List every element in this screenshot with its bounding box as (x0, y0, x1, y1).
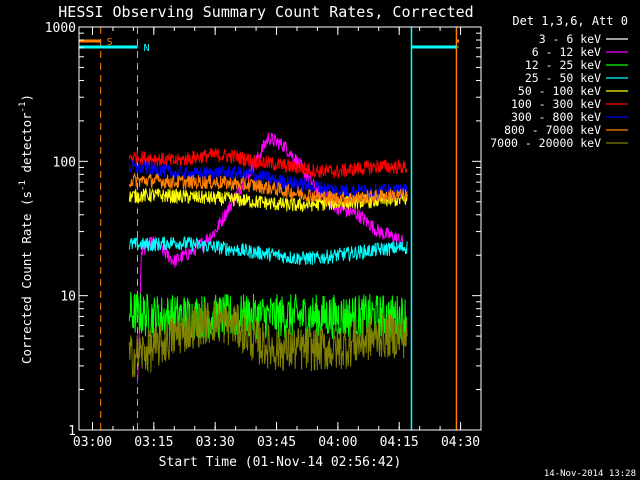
y-tick-label: 100 (53, 155, 76, 170)
chart-title: HESSI Observing Summary Count Rates, Cor… (58, 3, 473, 21)
y-axis-label: Corrected Count Rate (s-1 detector-1) (18, 94, 34, 364)
x-tick-label: 04:30 (441, 435, 480, 450)
legend-label-1: 3 - 6 keV (539, 32, 601, 46)
series-line-2 (137, 132, 404, 384)
y-axis-label-sup1: -1 (18, 180, 28, 191)
legend-label-6: 100 - 300 keV (511, 97, 601, 111)
series-line-9 (128, 301, 408, 378)
plot-frame (78, 26, 482, 431)
y-axis-label-mid: detector (19, 112, 34, 180)
y-axis-label-main: Corrected Count Rate (s (19, 191, 34, 364)
y-axis-label-end: ) (19, 94, 34, 102)
x-tick-label: 03:00 (73, 435, 112, 450)
y-tick-label: 1000 (45, 21, 76, 36)
legend-label-9: 7000 - 20000 keV (490, 136, 601, 150)
series-layer (128, 125, 408, 384)
series-line-5 (128, 188, 408, 213)
series-line-6 (128, 148, 408, 179)
saa-flag-label: S (107, 37, 113, 48)
legend-label-4: 25 - 50 keV (525, 71, 601, 85)
legend-label-2: 6 - 12 keV (532, 45, 601, 59)
series-line-4 (128, 236, 408, 266)
x-axis-label: Start Time (01-Nov-14 02:56:42) (159, 455, 402, 470)
footer-date: 14-Nov-2014 13:28 (544, 469, 636, 479)
night-flag-label: N (143, 43, 149, 54)
x-tick-label: 03:30 (196, 435, 235, 450)
axes-layer: 03:00 03:15 03:30 03:45 04:00 04:15 04:30 1 10 10… (45, 21, 482, 450)
series-line-8 (128, 172, 408, 206)
series-line-7 (128, 159, 408, 201)
legend-title: Det 1,3,6, Att 0 (512, 14, 628, 28)
flag-layer: SN (79, 27, 459, 430)
legend-label-7: 300 - 800 keV (511, 110, 601, 124)
legend-label-5: 50 - 100 keV (518, 84, 601, 98)
legend-label-3: 12 - 25 keV (525, 58, 601, 72)
y-tick-label: 10 (60, 290, 76, 305)
x-tick-label: 04:15 (380, 435, 419, 450)
x-tick-label: 03:15 (134, 435, 173, 450)
legend-label-8: 800 - 7000 keV (504, 123, 601, 137)
y-tick-label: 1 (68, 424, 76, 439)
x-tick-label: 03:45 (257, 435, 296, 450)
x-tick-label: 04:00 (318, 435, 357, 450)
y-axis-label-sup2: -1 (18, 102, 28, 113)
